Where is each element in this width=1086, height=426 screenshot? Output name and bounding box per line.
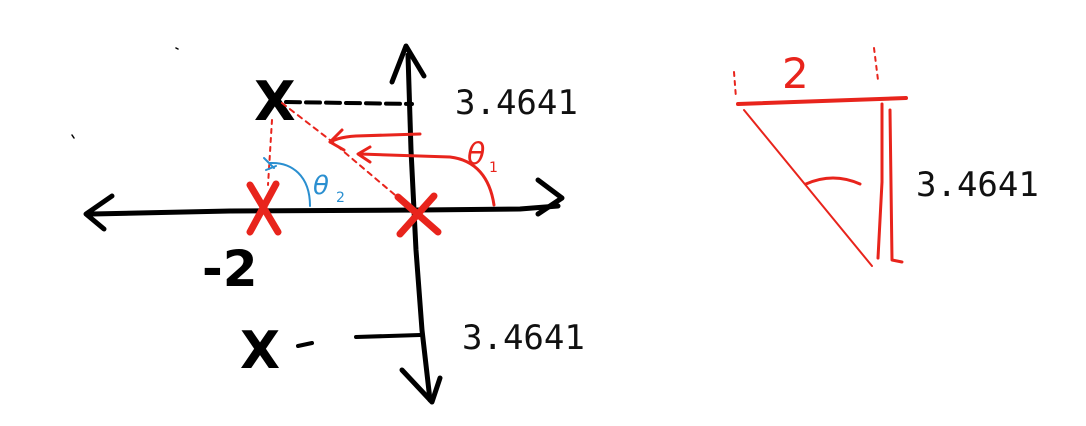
vector-from-origin bbox=[281, 102, 396, 196]
theta2-arc bbox=[269, 161, 311, 207]
triangle-hypotenuse bbox=[743, 109, 873, 267]
lower-value-label: 3.4641 bbox=[462, 318, 585, 358]
down-arrowhead bbox=[399, 367, 443, 405]
theta2-label: θ bbox=[313, 171, 329, 201]
right-arrowhead bbox=[535, 177, 565, 217]
theta1-arc-outer bbox=[328, 132, 422, 144]
triangle-tick-right bbox=[873, 47, 879, 81]
up-arrowhead bbox=[389, 43, 427, 85]
theta2-subscript: 2 bbox=[336, 190, 345, 206]
triangle-height-label: 3.4641 bbox=[916, 165, 1039, 205]
theta1-arc-inner bbox=[358, 152, 496, 207]
upper-value-label: 3.4641 bbox=[455, 83, 578, 123]
pole-x-at-neg-two bbox=[246, 180, 282, 236]
triangle-angle-arc bbox=[804, 176, 862, 186]
pole-x-at-origin bbox=[394, 192, 442, 238]
lower-projection-line bbox=[296, 333, 422, 348]
triangle-top-edge bbox=[736, 96, 908, 106]
triangle-tick-left bbox=[733, 71, 737, 99]
triangle-base-label: 2 bbox=[782, 49, 809, 98]
triangle-right-bracket bbox=[888, 108, 904, 264]
neg-two-label: -2 bbox=[202, 240, 258, 298]
stray-marks bbox=[71, 47, 179, 139]
vector-from-neg-two bbox=[267, 119, 273, 186]
triangle-right-edge bbox=[876, 102, 884, 260]
triangle-sketch bbox=[733, 47, 908, 267]
theta1-subscript: 1 bbox=[489, 160, 498, 176]
lower-pole-mark: X bbox=[240, 321, 280, 381]
imaginary-axis bbox=[389, 43, 443, 405]
upper-projection-line bbox=[284, 100, 414, 106]
left-arrowhead bbox=[83, 193, 115, 232]
theta1-label: θ bbox=[467, 137, 485, 172]
upper-pole-mark: X bbox=[254, 70, 296, 133]
